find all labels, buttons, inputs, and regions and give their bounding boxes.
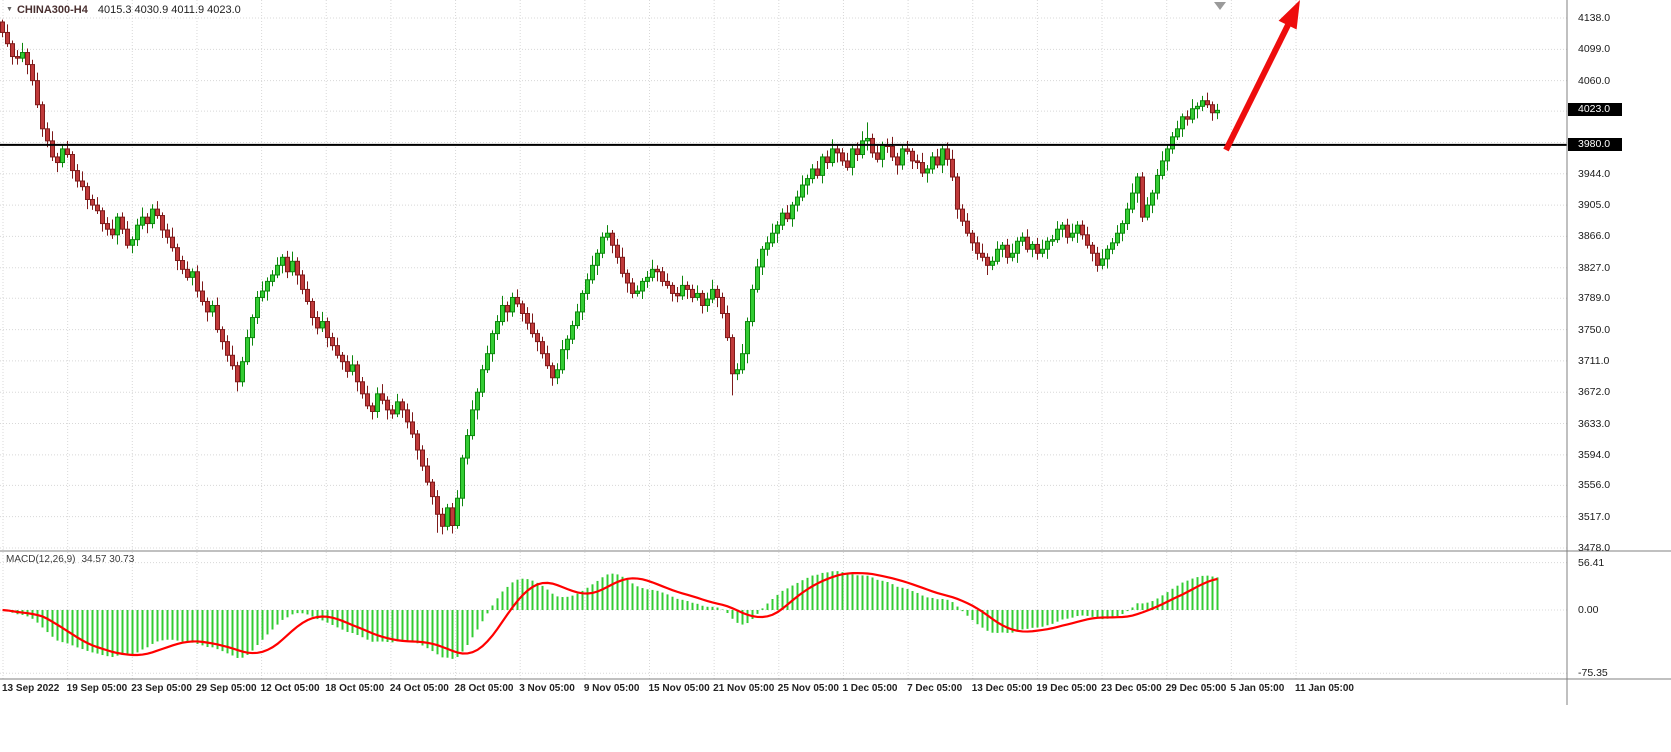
time-axis-label: 23 Dec 05:00	[1101, 683, 1162, 694]
time-axis-label: 5 Jan 05:00	[1230, 683, 1285, 694]
price-axis-label: 3711.0	[1578, 354, 1610, 367]
time-axis-label: 15 Nov 05:00	[648, 683, 710, 694]
time-axis-label: 13 Sep 2022	[2, 683, 60, 694]
price-axis-label: 3478.0	[1578, 542, 1611, 554]
macd-label-name: MACD(12,26,9)	[6, 554, 76, 565]
time-axis-label: 3 Nov 05:00	[519, 683, 575, 694]
price-axis-label: 3672.0	[1578, 386, 1611, 399]
price-axis-label: 3905.0	[1578, 199, 1611, 212]
time-axis-label: 29 Dec 05:00	[1165, 683, 1227, 694]
time-axis-label: 11 Jan 05:00	[1295, 683, 1354, 694]
time-axis-label: 29 Sep 05:00	[195, 683, 257, 694]
hline-price-badge: 3980.0	[1568, 137, 1622, 151]
time-axis-label: 19 Dec 05:00	[1036, 683, 1097, 694]
price-axis-label: 3866.0	[1578, 230, 1611, 243]
last-price-badge: 4023.0	[1568, 103, 1622, 117]
symbol-dropdown-icon[interactable]: ▼	[6, 6, 13, 13]
macd-axis-label: -75.35	[1578, 667, 1608, 680]
time-axis-label: 28 Oct 05:00	[454, 683, 514, 694]
horizontal-line-3980[interactable]	[0, 143, 1567, 146]
time-axis-label: 1 Dec 05:00	[842, 683, 898, 694]
candle-series	[0, 19, 1220, 535]
time-axis-label: 23 Sep 05:00	[131, 683, 192, 694]
price-axis-label: 4138.0	[1578, 12, 1611, 24]
price-axis-label: 3944.0	[1578, 167, 1611, 180]
time-axis-label: 12 Oct 05:00	[260, 683, 320, 694]
symbol-label: CHINA300-H4	[16, 4, 88, 16]
time-axis-label: 21 Nov 05:00	[713, 683, 775, 694]
time-axis-label: 13 Dec 05:00	[971, 683, 1033, 694]
time-axis-label: 25 Nov 05:00	[777, 683, 839, 694]
chart-shift-marker-icon[interactable]	[1214, 2, 1226, 10]
macd-axis-label: 0.00	[1578, 604, 1599, 616]
grid-layer	[0, 0, 1567, 679]
macd-indicator	[0, 562, 1567, 674]
price-axis-label: 3827.0	[1578, 261, 1611, 274]
chart-header: ▼ CHINA300-H4 4015.3 4030.9 4011.9 4023.0	[6, 4, 241, 16]
price-axis-label: 3633.0	[1578, 417, 1611, 430]
price-axis-label: 4099.0	[1578, 43, 1611, 56]
price-axis-label: 3594.0	[1578, 448, 1611, 461]
macd-label-values: 34.57 30.73	[81, 554, 135, 565]
time-axis-label: 24 Oct 05:00	[389, 683, 449, 694]
price-axis-label: 3750.0	[1578, 323, 1611, 336]
time-axis-label: 19 Sep 05:00	[66, 683, 128, 694]
panel-separators	[0, 0, 1671, 705]
time-axis-label: 9 Nov 05:00	[583, 683, 640, 694]
price-axis-label: 3556.0	[1578, 479, 1611, 492]
price-axis-label: 3789.0	[1578, 292, 1611, 305]
price-axis-label: 4060.0	[1578, 74, 1611, 87]
price-axis-label: 3517.0	[1578, 510, 1611, 523]
macd-label: MACD(12,26,9) 34.57 30.73	[6, 554, 134, 565]
time-axis-label: 7 Dec 05:00	[907, 683, 963, 694]
macd-axis-label: 56.41	[1578, 556, 1605, 569]
ohlc-values: 4015.3 4030.9 4011.9 4023.0	[97, 4, 241, 16]
trend-arrow-annotation[interactable]	[1223, 0, 1300, 152]
time-axis-label: 18 Oct 05:00	[325, 683, 385, 694]
